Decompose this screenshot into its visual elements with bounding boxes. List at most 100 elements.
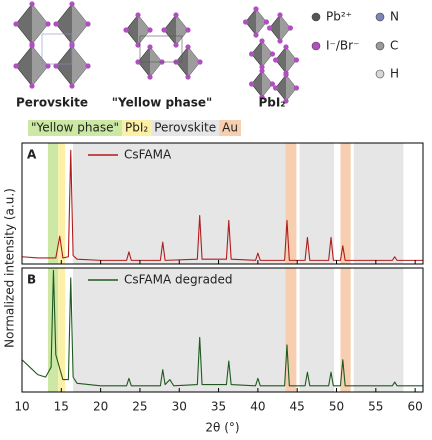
octahedron-face [72, 46, 88, 86]
iodide-atom [293, 57, 299, 63]
x-tick-label: 10 [14, 400, 29, 414]
octahedron-face [256, 9, 267, 35]
phase-band [340, 268, 351, 392]
iodide-atom [45, 63, 51, 69]
octahedron-face [286, 47, 297, 73]
iodide-atom [283, 72, 289, 78]
legend-label: Pb²⁺ [326, 10, 352, 24]
iodide-atom [69, 1, 75, 7]
structure-label: PbI₂ [258, 96, 285, 110]
iodide-atom [249, 51, 255, 57]
iodide-atom [259, 64, 265, 70]
octahedron-face [32, 4, 48, 44]
iodide-atom [69, 83, 75, 89]
x-tick-label: 25 [132, 400, 147, 414]
iodide-atom [267, 25, 273, 31]
legend-label: CsFAMA [124, 148, 172, 162]
x-tick-label: 55 [368, 400, 383, 414]
band-legend-swatch [122, 120, 152, 136]
iodide-atom [135, 59, 141, 65]
iodide-atom [53, 21, 59, 27]
iodide-atom [243, 19, 249, 25]
phase-band [285, 268, 297, 392]
x-tick-label: 20 [93, 400, 108, 414]
iodide-atom [135, 42, 141, 48]
band-legend-label: Perovskite [154, 121, 216, 135]
band-legend-swatch [151, 120, 220, 136]
legend-label: H [390, 67, 399, 81]
legend-atom [375, 41, 385, 51]
iodide-atom [85, 63, 91, 69]
octahedron-face [262, 71, 273, 97]
panel-frame [21, 142, 424, 265]
phase-band [353, 268, 404, 392]
phase-band [299, 268, 335, 392]
x-axis-label: 2θ (°) [205, 421, 239, 435]
iodide-atom [161, 27, 167, 33]
phase-band [73, 268, 286, 392]
iodide-atom [147, 74, 153, 80]
iodide-atom [259, 68, 265, 74]
iodide-atom [273, 57, 279, 63]
iodide-atom [197, 59, 203, 65]
iodide-atom [263, 19, 269, 25]
iodide-atom [123, 27, 129, 33]
iodide-atom [173, 42, 179, 48]
phase-band [299, 143, 335, 264]
iodide-atom [269, 51, 275, 57]
band-legend-swatch [28, 120, 123, 136]
structure-label: Perovskite [16, 96, 88, 110]
legend-label: N [390, 10, 399, 24]
x-tick-label: 35 [211, 400, 226, 414]
iodide-atom [185, 74, 191, 80]
iodide-atom [185, 44, 191, 50]
octahedron-face [176, 15, 188, 45]
iodide-atom [13, 63, 19, 69]
iodide-atom [277, 38, 283, 44]
unit-cell [41, 33, 73, 65]
panel-label: B [27, 273, 36, 287]
x-tick-label: 45 [290, 400, 305, 414]
iodide-atom [293, 85, 299, 91]
octahedron-face [32, 46, 48, 86]
phase-band [340, 143, 351, 264]
iodide-atom [273, 85, 279, 91]
band-legend-swatch [219, 120, 241, 136]
y-axis-label: Normalized intensity (a.u.) [3, 188, 17, 348]
iodide-atom [85, 21, 91, 27]
phase-band [47, 143, 59, 264]
phase-band [285, 143, 297, 264]
iodide-atom [259, 38, 265, 44]
structure-label: "Yellow phase" [112, 96, 212, 110]
octahedron-face [262, 41, 273, 67]
x-tick-label: 50 [329, 400, 344, 414]
x-tick-label: 15 [54, 400, 69, 414]
phase-band [73, 143, 286, 264]
iodide-atom [283, 44, 289, 50]
iodide-atom [253, 6, 259, 12]
iodide-atom [45, 21, 51, 27]
octahedron-face [286, 75, 297, 101]
iodide-atom [147, 27, 153, 33]
x-tick-label: 30 [172, 400, 187, 414]
xrd-line [21, 149, 423, 261]
band-legend-label: PbI₂ [125, 121, 148, 135]
iodide-atom [135, 12, 141, 18]
iodide-atom [259, 94, 265, 100]
iodide-atom [283, 98, 289, 104]
xrd-line [21, 269, 423, 387]
legend-label: I⁻/Br⁻ [326, 39, 359, 53]
iodide-atom [277, 12, 283, 18]
iodide-atom [147, 44, 153, 50]
band-legend-label: "Yellow phase" [31, 121, 119, 135]
legend-atom [375, 12, 385, 22]
iodide-atom [29, 83, 35, 89]
octahedron-face [138, 15, 150, 45]
iodide-atom [269, 81, 275, 87]
legend-atom [311, 41, 321, 51]
octahedron-face [188, 47, 200, 77]
iodide-atom [173, 12, 179, 18]
x-tick-label: 40 [250, 400, 265, 414]
phase-band [47, 268, 59, 392]
